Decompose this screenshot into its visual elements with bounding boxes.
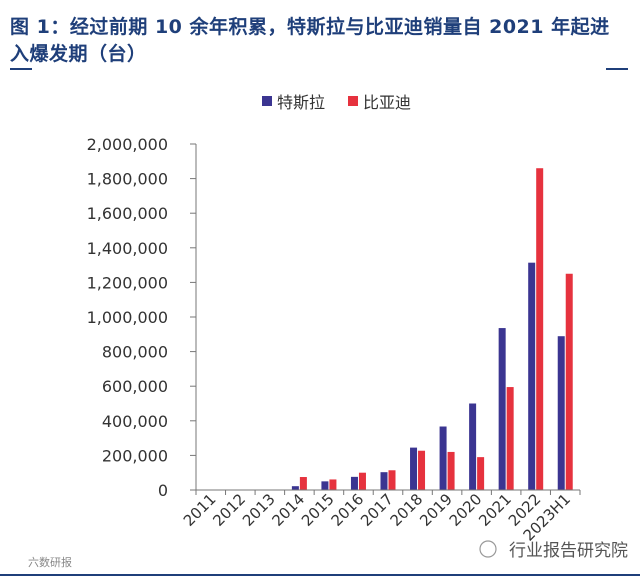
- x-tick-label: 2018: [387, 490, 427, 530]
- x-tick-label: 2013: [239, 490, 279, 530]
- x-tick-label: 2012: [209, 490, 249, 530]
- bar-byd-2019: [447, 451, 455, 490]
- bar-tesla-2021: [498, 328, 506, 490]
- y-axis: 0 200,000 400,000 600,000 800,000 1,000,000 1,…: [87, 135, 197, 500]
- bar-tesla-2017: [380, 472, 388, 490]
- bar-tesla-2019: [439, 426, 447, 490]
- watermark-left: 六数研报: [28, 555, 72, 569]
- bar-tesla-2018: [410, 447, 418, 490]
- bar-tesla-2016: [350, 476, 358, 490]
- y-tick-label: 800,000: [102, 343, 168, 362]
- bar-byd-2017: [388, 470, 396, 490]
- x-tick-label: 2021: [475, 490, 515, 530]
- legend-label-0: 特斯拉: [277, 93, 325, 112]
- y-tick-label: 1,400,000: [87, 239, 168, 258]
- x-tick-label: 2016: [328, 490, 368, 530]
- bar-tesla-2022: [528, 262, 536, 490]
- bar-byd-2015: [329, 479, 337, 490]
- bar-byd-2020: [477, 457, 485, 490]
- legend-label-1: 比亚迪: [363, 93, 411, 112]
- y-tick-label: 1,000,000: [87, 308, 168, 327]
- footer-rule: [0, 574, 640, 576]
- wechat-icon: [479, 540, 497, 558]
- x-tick-label: 2019: [416, 490, 456, 530]
- legend-swatch-1: [348, 96, 358, 106]
- chart-title: 图 1：经过前期 10 余年积累，特斯拉与比亚迪销量自 2021 年起进入爆发期…: [10, 16, 610, 65]
- bar-byd-2014: [299, 477, 307, 490]
- bars: [291, 168, 573, 490]
- y-tick-label: 1,600,000: [87, 204, 168, 223]
- bar-tesla-2015: [321, 481, 329, 490]
- legend: 特斯拉 比亚迪: [262, 93, 411, 112]
- y-tick-label: 2,000,000: [87, 135, 168, 154]
- y-tick-label: 600,000: [102, 377, 168, 396]
- x-axis: 2011201220132014201520162017201820192020…: [180, 489, 581, 545]
- bar-tesla-2014: [291, 486, 299, 490]
- x-tick-label: 2011: [180, 490, 220, 530]
- y-tick-label: 200,000: [102, 446, 168, 465]
- bar-tesla-2020: [469, 403, 477, 490]
- bar-byd-2018: [418, 450, 426, 490]
- y-tick-label: 1,800,000: [87, 170, 168, 189]
- x-tick-label: 2020: [446, 490, 486, 530]
- legend-swatch-0: [262, 96, 272, 106]
- bar-byd-2021: [506, 387, 514, 490]
- y-tick-label: 400,000: [102, 412, 168, 431]
- x-tick-label: 2014: [268, 490, 308, 530]
- x-tick-label: 2015: [298, 490, 338, 530]
- bar-byd-2023H1: [565, 273, 573, 490]
- title-rule-left: [10, 68, 32, 70]
- bar-byd-2022: [536, 168, 544, 490]
- bar-byd-2016: [358, 472, 366, 490]
- title-rule-right: [606, 68, 628, 70]
- y-tick-label: 1,200,000: [87, 273, 168, 292]
- watermark-right: 行业报告研究院: [509, 541, 628, 561]
- x-tick-label: 2017: [357, 490, 397, 530]
- bar-tesla-2023H1: [557, 336, 565, 490]
- y-tick-label: 0: [158, 481, 168, 500]
